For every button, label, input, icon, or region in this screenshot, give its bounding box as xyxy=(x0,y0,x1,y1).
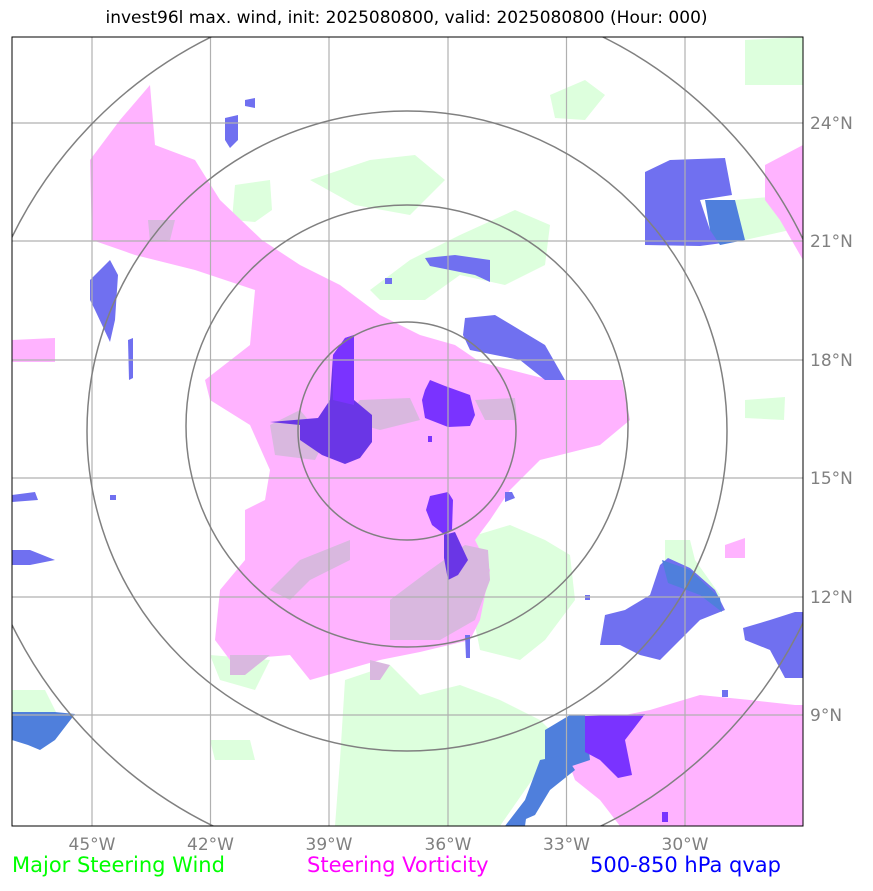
lat-tick-label: 24°N xyxy=(810,114,853,134)
wind-area xyxy=(370,210,550,300)
qvap-area xyxy=(722,690,728,697)
lon-tick-label: 36°W xyxy=(425,835,472,855)
qvap-area xyxy=(662,812,668,822)
latitude-labels: 24°N 21°N 18°N 15°N 12°N 9°N xyxy=(810,114,853,726)
qvap-core-area xyxy=(333,335,354,405)
lat-tick-label: 21°N xyxy=(810,232,853,252)
qvap-area xyxy=(505,755,575,826)
range-ring-6deg xyxy=(185,204,629,648)
overlap-area xyxy=(230,655,270,675)
qvap-area xyxy=(245,98,255,108)
lat-tick-label: 9°N xyxy=(810,706,842,726)
qvap-area xyxy=(505,492,515,502)
qvap-core-area xyxy=(428,436,432,442)
qvap-layer xyxy=(12,98,803,826)
wind-area xyxy=(745,37,803,85)
overlap-area xyxy=(270,540,350,600)
overlap-area xyxy=(390,545,490,640)
qvap-core-area xyxy=(444,532,468,580)
range-ring-9deg xyxy=(86,110,728,752)
wind-area xyxy=(210,740,255,760)
vorticity-area xyxy=(765,145,803,260)
wind-area xyxy=(310,155,445,215)
overlap-area xyxy=(148,220,175,242)
qvap-area xyxy=(12,712,75,750)
legend-steering-vorticity: Steering Vorticity xyxy=(307,853,489,877)
legend-qvap: 500-850 hPa qvap xyxy=(590,853,781,877)
lat-tick-label: 18°N xyxy=(810,351,853,371)
wind-area xyxy=(745,397,785,420)
qvap-area xyxy=(600,558,725,660)
legend-steering-wind: Major Steering Wind xyxy=(12,853,225,877)
lat-lon-grid xyxy=(12,37,803,826)
lon-tick-label: 39°W xyxy=(306,835,353,855)
qvap-area xyxy=(662,560,722,612)
lat-tick-label: 12°N xyxy=(810,588,853,608)
lon-tick-label: 45°W xyxy=(69,835,116,855)
vorticity-area xyxy=(725,538,745,558)
map-frame xyxy=(11,36,804,827)
wind-area xyxy=(232,180,272,222)
qvap-area xyxy=(645,158,745,246)
qvap-area xyxy=(110,495,116,500)
overlap-area xyxy=(475,398,517,420)
qvap-area xyxy=(12,550,55,565)
lon-tick-label: 42°W xyxy=(187,835,234,855)
qvap-area xyxy=(385,278,392,284)
qvap-area xyxy=(225,115,238,148)
longitude-labels: 45°W 42°W 39°W 36°W 33°W 30°W xyxy=(69,835,709,855)
lon-tick-label: 30°W xyxy=(662,835,709,855)
wind-area xyxy=(460,525,575,660)
qvap-area xyxy=(128,338,133,380)
qvap-area xyxy=(465,635,470,658)
wind-area xyxy=(550,80,605,120)
qvap-area xyxy=(425,255,490,282)
qvap-core-area xyxy=(426,492,453,535)
lat-tick-label: 15°N xyxy=(810,469,853,489)
lon-tick-label: 33°W xyxy=(543,835,590,855)
overlap-area xyxy=(370,660,390,680)
range-ring-3deg xyxy=(297,321,517,541)
map-title: invest96l max. wind, init: 2025080800, v… xyxy=(105,8,708,28)
qvap-area xyxy=(705,200,745,245)
vorticity-area xyxy=(90,85,630,680)
vorticity-area xyxy=(12,338,55,362)
qvap-area xyxy=(90,260,118,342)
qvap-area xyxy=(743,612,803,678)
qvap-area xyxy=(463,315,565,380)
range-rings xyxy=(12,37,803,826)
qvap-area xyxy=(585,714,645,778)
qvap-area xyxy=(12,492,38,502)
